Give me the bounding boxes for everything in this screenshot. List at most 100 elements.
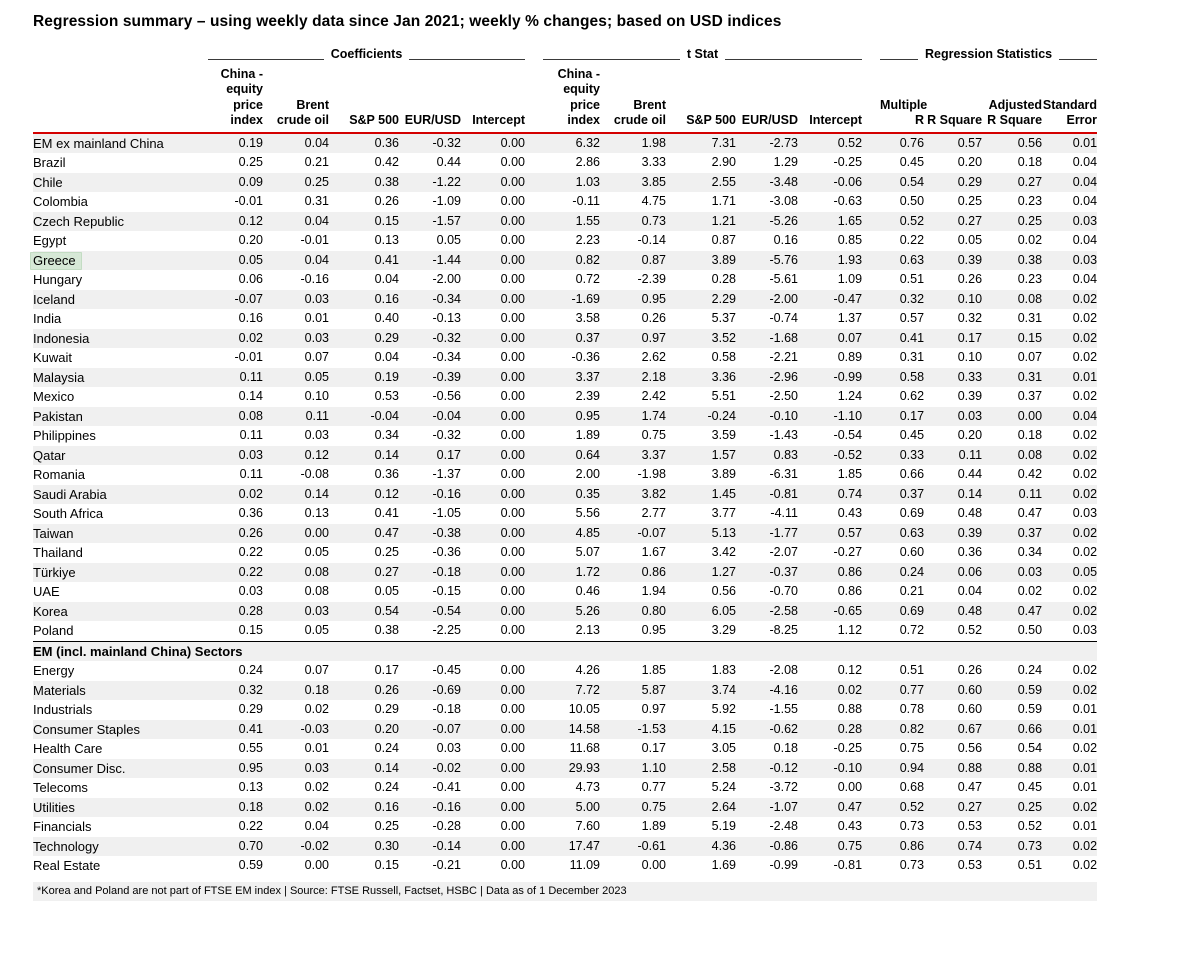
cell: 2.58 bbox=[666, 758, 736, 778]
table-row: Philippines 0.11 0.03 0.34 -0.32 0.00 1.89 0.75… bbox=[33, 426, 1097, 446]
cell: -0.74 bbox=[769, 311, 799, 325]
cell: 0.04 bbox=[263, 250, 329, 270]
cell: 0.00 bbox=[263, 523, 329, 543]
cell: -1.69 bbox=[525, 289, 600, 309]
cell: 0.86 bbox=[798, 562, 863, 582]
cell: 0.00 bbox=[500, 545, 525, 559]
cell: -2.25 bbox=[432, 623, 462, 637]
cell: 0.62 bbox=[899, 389, 925, 403]
cell: 0.24 bbox=[1017, 663, 1043, 677]
cell: 0.18 bbox=[1017, 155, 1043, 169]
cell: 0.00 bbox=[500, 663, 525, 677]
cell: 0.58 bbox=[862, 367, 925, 387]
cell: 0.41 bbox=[374, 506, 399, 520]
cell: 0.00 bbox=[461, 484, 525, 504]
cell: 0.18 bbox=[773, 741, 798, 755]
cell: 0.52 bbox=[957, 623, 983, 637]
column-header: China - equity price index bbox=[525, 64, 600, 134]
cell: 2.18 bbox=[600, 367, 666, 387]
cell: 0.11 bbox=[924, 445, 983, 465]
cell: 0.11 bbox=[263, 406, 329, 426]
group-header-tstat: t Stat bbox=[525, 45, 863, 65]
cell: 0.04 bbox=[1072, 272, 1098, 286]
cell: 0.56 bbox=[957, 741, 983, 755]
page-title: Regression summary – using weekly data s… bbox=[33, 13, 782, 30]
cell: 0.25 bbox=[238, 155, 263, 169]
cell: -0.04 bbox=[329, 406, 399, 426]
cell: 0.07 bbox=[1017, 350, 1043, 364]
cell: -2.48 bbox=[769, 819, 799, 833]
cell: 0.02 bbox=[1042, 836, 1098, 856]
cell: 0.05 bbox=[436, 233, 461, 247]
cell: 0.66 bbox=[982, 719, 1043, 739]
cell: 0.02 bbox=[1072, 741, 1098, 755]
cell: 0.67 bbox=[924, 719, 983, 739]
cell: 0.68 bbox=[899, 780, 925, 794]
cell: 0.18 bbox=[1017, 428, 1043, 442]
cell: -0.07 bbox=[399, 719, 461, 739]
group-header-regression-statistics: Regression Statistics bbox=[862, 45, 1098, 65]
row-label: Utilities bbox=[33, 797, 208, 817]
cell: 0.37 bbox=[525, 328, 600, 348]
cell: 1.67 bbox=[641, 545, 666, 559]
cell: 0.00 bbox=[500, 780, 525, 794]
column-header: Brent crude oil bbox=[600, 64, 666, 134]
cell: 0.72 bbox=[899, 623, 925, 637]
cell: 3.82 bbox=[600, 484, 666, 504]
cell: 0.32 bbox=[208, 680, 263, 700]
cell: 0.30 bbox=[329, 836, 399, 856]
cell: 0.27 bbox=[982, 172, 1043, 192]
cell: -1.68 bbox=[736, 328, 798, 348]
table-row: Qatar 0.03 0.12 0.14 0.17 0.00 0.64 3.37 1.57 0.8… bbox=[33, 445, 1098, 465]
cell: 0.57 bbox=[899, 311, 925, 325]
cell: 0.54 bbox=[329, 601, 399, 621]
cell: 0.31 bbox=[899, 350, 925, 364]
row-label: Pakistan bbox=[33, 406, 208, 426]
cell: 0.20 bbox=[238, 233, 263, 247]
table-body: EM ex mainland China 0.19 0.04 0.36 -0.32 0.0… bbox=[30, 132, 1098, 876]
cell: 0.48 bbox=[957, 506, 983, 520]
cell: -0.28 bbox=[432, 819, 462, 833]
cell: 0.43 bbox=[837, 506, 863, 520]
cell: -0.45 bbox=[432, 663, 462, 677]
cell: 2.90 bbox=[711, 155, 736, 169]
cell: 0.31 bbox=[982, 367, 1043, 387]
cell: 0.24 bbox=[374, 780, 399, 794]
cell: -0.18 bbox=[399, 562, 461, 582]
cell: -1.44 bbox=[399, 250, 461, 270]
row-label: Taiwan bbox=[33, 523, 208, 543]
cell: 2.55 bbox=[666, 172, 736, 192]
cell: -0.62 bbox=[736, 719, 798, 739]
cell: -2.73 bbox=[736, 132, 798, 153]
cell: -2.96 bbox=[736, 367, 798, 387]
cell: 0.47 bbox=[1017, 506, 1043, 520]
cell: 0.83 bbox=[736, 445, 798, 465]
cell: 0.94 bbox=[862, 758, 925, 778]
cell: 0.01 bbox=[304, 311, 329, 325]
cell: -0.32 bbox=[432, 428, 462, 442]
rule-line bbox=[725, 58, 863, 60]
table-row: Utilities 0.18 0.02 0.16 -0.16 0.00 5.00 0.75 2.… bbox=[33, 797, 1098, 817]
label-column-header bbox=[33, 64, 208, 134]
cell: 0.04 bbox=[263, 211, 329, 231]
cell: -3.72 bbox=[769, 780, 799, 794]
cell: -0.36 bbox=[571, 350, 601, 364]
table-row: Romania 0.11 -0.08 0.36 -1.37 0.00 2.00 -1.98 3.… bbox=[33, 465, 1097, 485]
cell: 1.55 bbox=[525, 211, 600, 231]
cell: -0.52 bbox=[798, 445, 863, 465]
group-label: Coefficients bbox=[330, 47, 403, 61]
cell: 0.00 bbox=[461, 172, 525, 192]
cell: 5.92 bbox=[711, 702, 736, 716]
cell: 0.04 bbox=[957, 584, 983, 598]
cell: 0.50 bbox=[1017, 623, 1043, 637]
cell: 0.00 bbox=[500, 272, 525, 286]
cell: -0.99 bbox=[798, 367, 863, 387]
cell: -0.06 bbox=[798, 172, 863, 192]
cell: 0.00 bbox=[461, 523, 525, 543]
cell: 0.03 bbox=[1042, 211, 1098, 231]
table-row: Kuwait -0.01 0.07 0.04 -0.34 0.00 -0.36 2.62 0.5… bbox=[33, 348, 1097, 368]
table-row: Health Care 0.55 0.01 0.24 0.03 0.00 11.68 0.17… bbox=[33, 739, 1097, 759]
table-row: Czech Republic 0.12 0.04 0.15 -1.57 0.00 1.55 0… bbox=[33, 211, 1098, 231]
cell: 0.02 bbox=[1042, 523, 1098, 543]
cell: 0.11 bbox=[982, 484, 1043, 504]
